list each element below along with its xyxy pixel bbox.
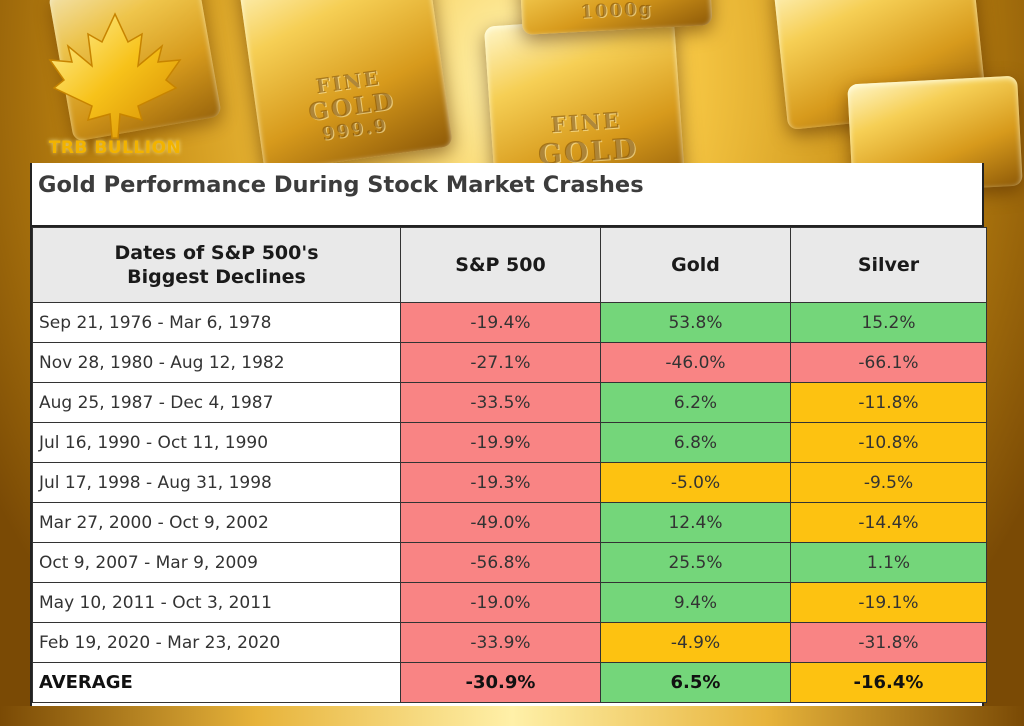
gold-cell: 9.4% xyxy=(600,582,791,623)
sp500-cell: -19.0% xyxy=(400,582,601,623)
silver-cell: -31.8% xyxy=(790,622,987,663)
date-cell: Jul 17, 1998 - Aug 31, 1998 xyxy=(32,462,401,503)
date-cell: Sep 21, 1976 - Mar 6, 1978 xyxy=(32,302,401,343)
sp500-cell: -19.9% xyxy=(400,422,601,463)
sp500-cell: -27.1% xyxy=(400,342,601,383)
performance-table: Dates of S&P 500's Biggest Declines S&P … xyxy=(32,227,987,703)
performance-table-panel: Gold Performance During Stock Market Cra… xyxy=(30,163,987,706)
gold-cell: 6.8% xyxy=(600,422,791,463)
silver-cell: -10.8% xyxy=(790,422,987,463)
brand-name: TRB BULLION xyxy=(48,138,182,158)
silver-cell: -9.5% xyxy=(790,462,987,503)
header-row: Dates of S&P 500's Biggest Declines S&P … xyxy=(32,227,987,303)
date-cell: Feb 19, 2020 - Mar 23, 2020 xyxy=(32,622,401,663)
silver-cell: -66.1% xyxy=(790,342,987,383)
table-row: Oct 9, 2007 - Mar 9, 2009 -56.8% 25.5% 1… xyxy=(32,542,987,583)
header-dates-line1: Dates of S&P 500's xyxy=(114,242,319,264)
date-cell: Jul 16, 1990 - Oct 11, 1990 xyxy=(32,422,401,463)
silver-cell: -11.8% xyxy=(790,382,987,423)
silver-cell: 15.2% xyxy=(790,302,987,343)
gold-bar: 1000g xyxy=(517,0,713,35)
gold-cell: -46.0% xyxy=(600,342,791,383)
header-dates-line2: Biggest Declines xyxy=(127,266,306,288)
gold-cell: 25.5% xyxy=(600,542,791,583)
silver-cell: 1.1% xyxy=(790,542,987,583)
gold-cell: 12.4% xyxy=(600,502,791,543)
average-sp500: -30.9% xyxy=(400,662,601,703)
header-gold: Gold xyxy=(600,227,791,303)
average-label: AVERAGE xyxy=(32,662,401,703)
table-row: Jul 17, 1998 - Aug 31, 1998 -19.3% -5.0%… xyxy=(32,462,987,503)
table-row: Mar 27, 2000 - Oct 9, 2002 -49.0% 12.4% … xyxy=(32,502,987,543)
sp500-cell: -49.0% xyxy=(400,502,601,543)
header-dates: Dates of S&P 500's Biggest Declines xyxy=(32,227,401,303)
brand-logo: TRB BULLION xyxy=(30,10,200,160)
average-gold: 6.5% xyxy=(600,662,791,703)
gold-cell: -5.0% xyxy=(600,462,791,503)
gold-bottom-strip xyxy=(0,706,1024,726)
table-row: Feb 19, 2020 - Mar 23, 2020 -33.9% -4.9%… xyxy=(32,622,987,663)
average-silver: -16.4% xyxy=(790,662,987,703)
date-cell: Nov 28, 1980 - Aug 12, 1982 xyxy=(32,342,401,383)
sp500-cell: -19.3% xyxy=(400,462,601,503)
table-title: Gold Performance During Stock Market Cra… xyxy=(32,163,982,227)
table-row: Aug 25, 1987 - Dec 4, 1987 -33.5% 6.2% -… xyxy=(32,382,987,423)
silver-cell: -19.1% xyxy=(790,582,987,623)
maple-leaf-icon xyxy=(48,12,182,139)
date-cell: Aug 25, 1987 - Dec 4, 1987 xyxy=(32,382,401,423)
sp500-cell: -56.8% xyxy=(400,542,601,583)
gold-bar: FINE GOLD 999.9 xyxy=(237,0,453,173)
table-row: May 10, 2011 - Oct 3, 2011 -19.0% 9.4% -… xyxy=(32,582,987,623)
header-sp500: S&P 500 xyxy=(400,227,601,303)
sp500-cell: -33.9% xyxy=(400,622,601,663)
silver-cell: -14.4% xyxy=(790,502,987,543)
table-row: Sep 21, 1976 - Mar 6, 1978 -19.4% 53.8% … xyxy=(32,302,987,343)
date-cell: May 10, 2011 - Oct 3, 2011 xyxy=(32,582,401,623)
gold-cell: 6.2% xyxy=(600,382,791,423)
header-silver: Silver xyxy=(790,227,987,303)
gold-cell: 53.8% xyxy=(600,302,791,343)
table-row: Jul 16, 1990 - Oct 11, 1990 -19.9% 6.8% … xyxy=(32,422,987,463)
date-cell: Oct 9, 2007 - Mar 9, 2009 xyxy=(32,542,401,583)
table-row: Nov 28, 1980 - Aug 12, 1982 -27.1% -46.0… xyxy=(32,342,987,383)
sp500-cell: -19.4% xyxy=(400,302,601,343)
sp500-cell: -33.5% xyxy=(400,382,601,423)
average-row: AVERAGE -30.9% 6.5% -16.4% xyxy=(32,662,987,703)
bar-stamp: 1000g xyxy=(579,0,654,23)
gold-cell: -4.9% xyxy=(600,622,791,663)
date-cell: Mar 27, 2000 - Oct 9, 2002 xyxy=(32,502,401,543)
